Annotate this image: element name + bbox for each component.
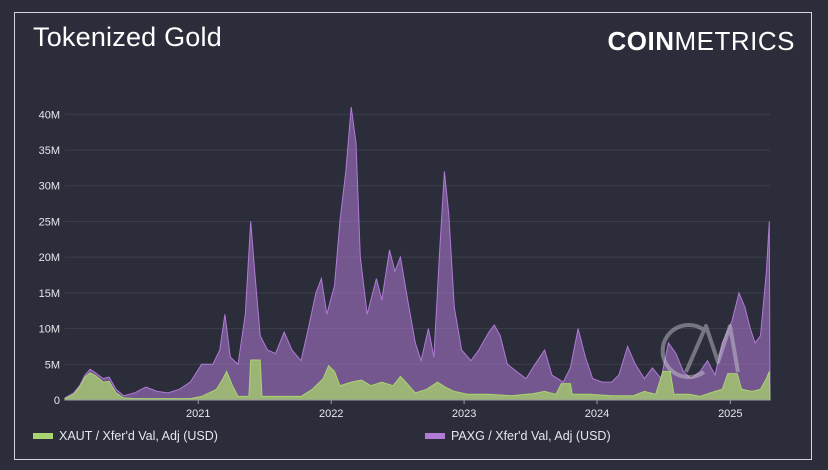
legend-swatch-xaut — [33, 433, 53, 439]
y-tick-label: 5M — [45, 359, 60, 371]
series-area-xaut — [64, 359, 771, 401]
brand-logo-bold: COIN — [607, 26, 675, 56]
chart-frame — [14, 12, 812, 460]
brand-logo-light: METRICS — [674, 26, 795, 56]
y-tick-label: 0 — [54, 395, 60, 407]
legend-item-xaut: XAUT / Xfer'd Val, Adj (USD) — [33, 429, 218, 443]
y-tick-label: 15M — [39, 288, 60, 300]
series-area-paxg — [64, 107, 771, 401]
x-tick-label: 2021 — [186, 408, 210, 420]
y-tick-label: 20M — [39, 252, 60, 264]
y-tick-label: 25M — [39, 216, 60, 228]
x-tick-label: 2023 — [452, 408, 476, 420]
series-layer — [64, 107, 771, 401]
y-tick-label: 10M — [39, 324, 60, 336]
x-tick-label: 2024 — [585, 408, 609, 420]
chart-title: Tokenized Gold — [33, 22, 222, 52]
x-tick-label: 2022 — [319, 408, 343, 420]
y-tick-label: 35M — [39, 145, 60, 157]
watermark-cm — [660, 323, 740, 379]
legend-label-paxg: PAXG / Xfer'd Val, Adj (USD) — [451, 429, 611, 443]
axes: 0 5M 10M 15M 20M 25M 30M 35M 40M 2021 2022 2023 2024… — [39, 109, 770, 420]
legend-swatch-paxg — [425, 433, 445, 439]
legend-item-paxg: PAXG / Xfer'd Val, Adj (USD) — [425, 429, 611, 443]
y-tick-label: 30M — [39, 181, 60, 193]
brand-logo: COINMETRICS — [608, 26, 796, 57]
legend-label-xaut: XAUT / Xfer'd Val, Adj (USD) — [59, 429, 218, 443]
y-tick-label: 40M — [39, 109, 60, 121]
x-tick-label: 2025 — [718, 408, 742, 420]
